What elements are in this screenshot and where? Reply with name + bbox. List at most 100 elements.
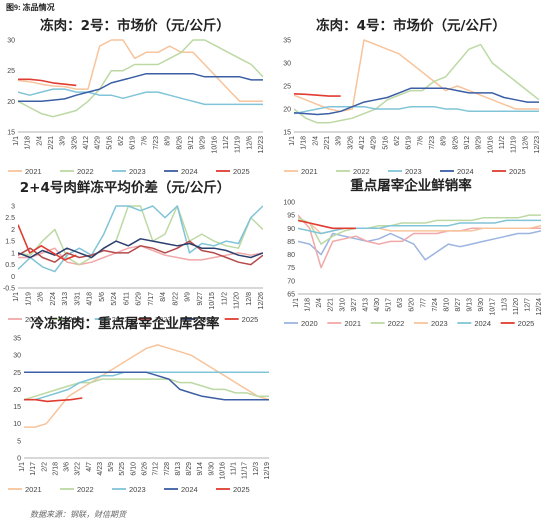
series-line-2021 <box>18 39 263 103</box>
y-tick-label: 100 <box>283 200 295 207</box>
x-tick-label: 1/17 <box>30 462 37 476</box>
x-tick-label: 12/3 <box>253 462 260 476</box>
series-line-2021 <box>24 344 269 428</box>
y-tick-label: 3 <box>11 204 15 211</box>
x-tick-label: 5/6 <box>99 292 106 302</box>
series-line-2022 <box>18 39 263 118</box>
x-tick-label: 6/29 <box>136 292 143 306</box>
x-tick-label: 12/6 <box>522 136 529 150</box>
legend-label-2023: 2023 <box>431 319 448 328</box>
series-line-2022 <box>18 205 263 273</box>
series-line-2025 <box>24 397 83 403</box>
legend-label-2025: 2025 <box>518 319 535 328</box>
legend-label-2023: 2023 <box>155 315 172 324</box>
x-tick-label: 8/27 <box>455 298 462 312</box>
legend-label-2022: 2022 <box>77 485 94 494</box>
x-tick-label: 4/30 <box>374 298 381 312</box>
series-line-2023 <box>18 240 263 266</box>
x-tick-label: 8/13 <box>175 462 182 476</box>
x-tick-label: 3/10 <box>339 298 346 312</box>
chart-title: 冻肉：4号：市场价（元/公斤） <box>316 17 506 34</box>
x-tick-label: 1/18 <box>305 298 312 312</box>
y-tick-label: 25 <box>13 370 21 377</box>
x-tick-label: 5/16 <box>382 136 389 150</box>
x-tick-label: 8/22 <box>172 292 179 306</box>
x-tick-label: 3/6 <box>64 462 71 472</box>
x-tick-label: 8/9 <box>165 136 172 146</box>
x-tick-label: 9/9 <box>185 292 192 302</box>
x-tick-label: 8/26 <box>176 136 183 150</box>
y-tick-label: 35 <box>13 336 21 343</box>
x-tick-label: 12/26 <box>258 292 265 310</box>
legend-label-2024: 2024 <box>181 167 198 176</box>
y-tick-label: 80 <box>287 252 295 259</box>
x-tick-label: 9/14 <box>197 462 204 476</box>
y-tick-label: 95 <box>287 213 295 220</box>
y-tick-label: 1.5 <box>5 239 15 246</box>
series-line-2025 <box>294 93 341 97</box>
x-tick-label: 9/27 <box>197 292 204 306</box>
x-tick-label: 12/24 <box>536 298 543 316</box>
x-tick-label: 1/1 <box>13 292 20 302</box>
x-tick-label: 7/28 <box>164 462 171 476</box>
x-tick-label: 11/1 <box>231 462 238 475</box>
x-tick-label: 5/24 <box>111 292 118 306</box>
y-tick-label: 30 <box>13 353 21 360</box>
legend-label-2022: 2022 <box>77 167 94 176</box>
x-tick-label: 3/27 <box>351 298 358 312</box>
x-tick-label: 12/23 <box>258 136 265 154</box>
y-tick-label: 0 <box>11 274 15 281</box>
x-tick-label: 12/8 <box>246 292 253 306</box>
x-tick-label: 4/13 <box>362 298 369 312</box>
x-tick-label: 4/12 <box>83 136 90 150</box>
series-line-2021 <box>18 205 263 266</box>
x-tick-label: 9/13 <box>467 298 474 312</box>
x-tick-label: 12/19 <box>264 462 271 480</box>
y-tick-label: 10 <box>13 421 21 428</box>
x-tick-label: 2/21 <box>324 136 331 150</box>
x-tick-label: 4/12 <box>359 136 366 150</box>
x-tick-label: 9/12 <box>188 136 195 150</box>
series-line-2020 <box>298 230 541 261</box>
x-tick-label: 12/7 <box>524 298 531 312</box>
x-tick-label: 8/10 <box>443 298 450 312</box>
y-tick-label: 25 <box>283 84 291 91</box>
x-tick-label: 8/4 <box>160 292 167 302</box>
legend-label-2020: 2020 <box>301 319 318 328</box>
series-line-2024 <box>294 87 539 116</box>
legend-label-2023: 2023 <box>129 167 146 176</box>
x-tick-label: 4/18 <box>87 292 94 306</box>
y-tick-label: 1 <box>11 250 15 257</box>
x-tick-label: 11/19 <box>235 136 242 153</box>
x-tick-label: 7/12 <box>153 462 160 476</box>
y-tick-label: 35 <box>283 38 291 45</box>
x-tick-label: 2/18 <box>52 462 59 476</box>
x-tick-label: 1/1 <box>293 298 300 308</box>
x-tick-label: 4/23 <box>97 462 104 476</box>
x-tick-label: 2/21 <box>328 298 335 312</box>
x-tick-label: 11/2 <box>223 136 230 149</box>
x-tick-label: 9/30 <box>208 462 215 476</box>
x-tick-label: 1/1 <box>19 462 26 472</box>
x-tick-label: 5/17 <box>386 298 393 312</box>
chart-fresh-sales-rate: 重点屠宰企业鲜销率 65 70 75 80 85 90 95 100 1/1 1/18 2/4 2/21… <box>283 177 543 328</box>
y-tick-label: 2.5 <box>5 215 15 222</box>
x-tick-label: 8/26 <box>452 136 459 150</box>
x-tick-label: 8/29 <box>186 462 193 476</box>
y-tick-label: 15 <box>13 404 21 411</box>
x-tick-label: 12/6 <box>246 136 253 150</box>
y-tick-label: 20 <box>13 387 21 394</box>
series-line-2024 <box>18 72 263 103</box>
x-tick-label: 3/13 <box>62 292 69 306</box>
y-tick-label: 90 <box>287 226 295 233</box>
y-tick-label: 2 <box>11 227 15 234</box>
x-tick-label: 6/2 <box>394 136 401 146</box>
x-tick-label: 10/16 <box>487 136 494 154</box>
y-tick-label: 15 <box>283 130 291 137</box>
x-tick-label: 4/7 <box>86 462 93 472</box>
x-tick-label: 2/24 <box>50 292 57 306</box>
x-tick-label: 7/6 <box>417 136 424 146</box>
x-tick-label: 11/3 <box>501 298 508 311</box>
